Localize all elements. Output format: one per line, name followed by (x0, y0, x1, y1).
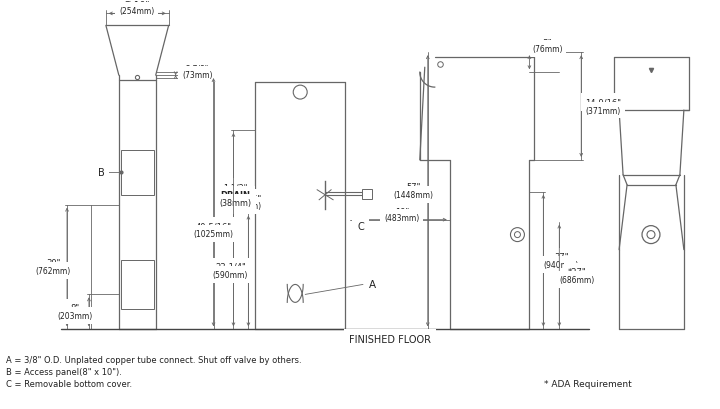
Circle shape (647, 231, 655, 239)
Text: 30": 30" (46, 258, 60, 267)
Circle shape (293, 86, 307, 100)
Text: 37": 37" (554, 252, 569, 261)
Text: Ø 10": Ø 10" (124, 1, 150, 10)
Text: (762mm): (762mm) (35, 266, 71, 275)
Text: 19": 19" (395, 208, 409, 217)
Text: 1-1/2": 1-1/2" (223, 183, 248, 192)
Text: *27": *27" (568, 267, 587, 276)
Text: 57": 57" (407, 183, 421, 192)
Text: (38mm): (38mm) (220, 199, 251, 208)
Text: (76mm): (76mm) (532, 45, 562, 54)
Text: A: A (369, 280, 376, 290)
Text: (483mm): (483mm) (384, 213, 420, 222)
Bar (121, 151, 153, 195)
Text: (590mm): (590mm) (213, 270, 248, 279)
Text: (203mm): (203mm) (58, 311, 93, 320)
Text: 23-1/4": 23-1/4" (215, 262, 246, 271)
Text: * ADA Requirement: * ADA Requirement (544, 379, 632, 388)
Text: 41-11/16": 41-11/16" (221, 194, 262, 203)
Text: B: B (97, 167, 104, 178)
Text: 2-7/8": 2-7/8" (186, 65, 210, 74)
Text: DRAIN: DRAIN (220, 191, 251, 200)
Text: (1059mm): (1059mm) (221, 202, 261, 211)
Text: (254mm): (254mm) (119, 7, 154, 16)
Text: C: C (357, 221, 364, 231)
Text: (1025mm): (1025mm) (194, 229, 233, 238)
Text: 8": 8" (71, 303, 79, 312)
Bar (121, 260, 153, 310)
Text: 14-9/16": 14-9/16" (585, 98, 621, 107)
Text: (371mm): (371mm) (585, 106, 621, 115)
Text: 3": 3" (542, 39, 552, 48)
Text: A = 3/8" O.D. Unplated copper tube connect. Shut off valve by others.: A = 3/8" O.D. Unplated copper tube conne… (6, 355, 302, 364)
Text: (1448mm): (1448mm) (394, 191, 434, 200)
Text: B = Access panel(8" x 10").: B = Access panel(8" x 10"). (6, 367, 122, 376)
Text: (73mm): (73mm) (182, 70, 213, 79)
Text: FINISHED FLOOR: FINISHED FLOOR (349, 335, 431, 344)
Text: (686mm): (686mm) (559, 275, 595, 284)
Text: (940mm): (940mm) (544, 261, 579, 270)
Circle shape (642, 226, 660, 244)
Circle shape (510, 228, 524, 242)
Text: 40-5/16": 40-5/16" (196, 222, 232, 231)
Text: C = Removable bottom cover.: C = Removable bottom cover. (6, 379, 132, 388)
Circle shape (515, 232, 521, 238)
